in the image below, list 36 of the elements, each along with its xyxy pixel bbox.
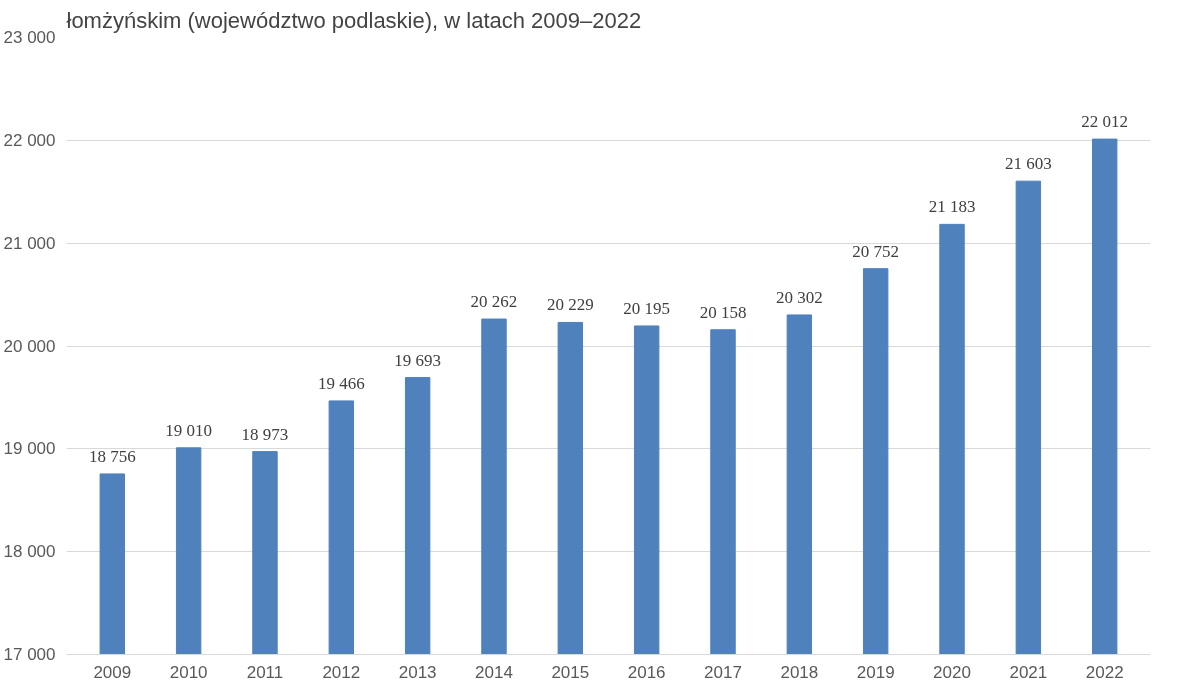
x-tick-label: 2011	[246, 662, 284, 682]
data-label: 22 012	[1081, 112, 1129, 132]
x-tick-label: 2016	[627, 662, 666, 682]
data-label: 19 466	[317, 373, 365, 393]
data-label: 21 183	[928, 197, 976, 217]
data-label: 18 973	[241, 424, 289, 444]
y-tick-label: 18 000	[3, 542, 56, 562]
x-tick-label: 2009	[93, 662, 132, 682]
data-label: 21 603	[1004, 154, 1052, 174]
y-tick-label: 19 000	[3, 439, 56, 459]
x-tick-label: 2015	[551, 662, 590, 682]
data-label: 20 195	[623, 298, 671, 318]
x-tick-label: 2013	[398, 662, 437, 682]
data-label: 20 262	[470, 292, 518, 312]
x-tick-label: 2012	[322, 662, 361, 682]
data-label: 20 302	[775, 287, 823, 307]
y-tick-label: 20 000	[3, 336, 56, 356]
x-tick-label: 2022	[1085, 662, 1124, 682]
x-tick-label: 2017	[704, 662, 742, 682]
y-tick-label: 23 000	[3, 28, 56, 47]
y-tick-label: 22 000	[3, 130, 56, 150]
x-tick-label: 2019	[856, 662, 895, 682]
y-tick-label: 17 000	[3, 645, 56, 664]
x-tick-label: 2014	[475, 662, 513, 682]
data-label: 19 010	[165, 420, 213, 440]
data-label: 20 158	[699, 302, 747, 322]
data-label: 18 756	[88, 446, 136, 466]
x-tick-label: 2020	[933, 662, 971, 682]
x-tick-label: 2021	[1009, 662, 1048, 682]
x-tick-label: 2010	[169, 662, 208, 682]
data-label: 19 693	[394, 350, 442, 370]
y-tick-label: 21 000	[3, 233, 56, 253]
data-label: 20 752	[852, 241, 900, 261]
data-label: 20 229	[546, 295, 594, 315]
x-tick-label: 2018	[780, 662, 819, 682]
chart-title: łomżyńskim (województwo podlaskie), w latach 2009–2022	[66, 7, 642, 33]
